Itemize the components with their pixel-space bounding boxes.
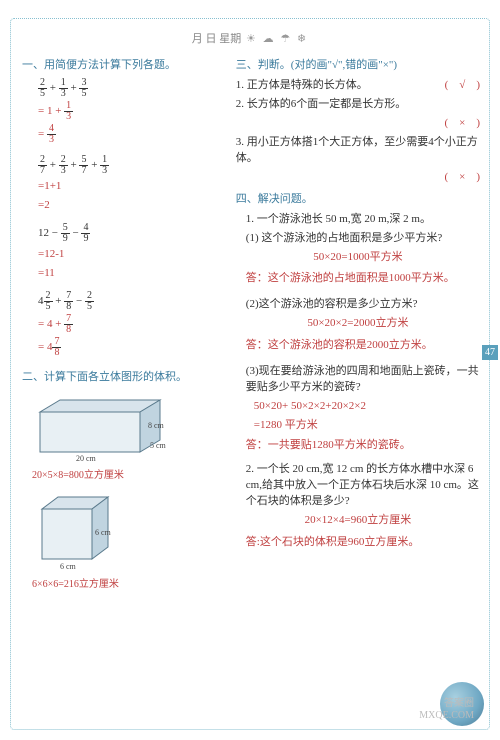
page-border <box>10 18 490 730</box>
page-number: 47 <box>482 345 498 360</box>
watermark: 答案圈 MXQE.COM <box>419 698 474 722</box>
